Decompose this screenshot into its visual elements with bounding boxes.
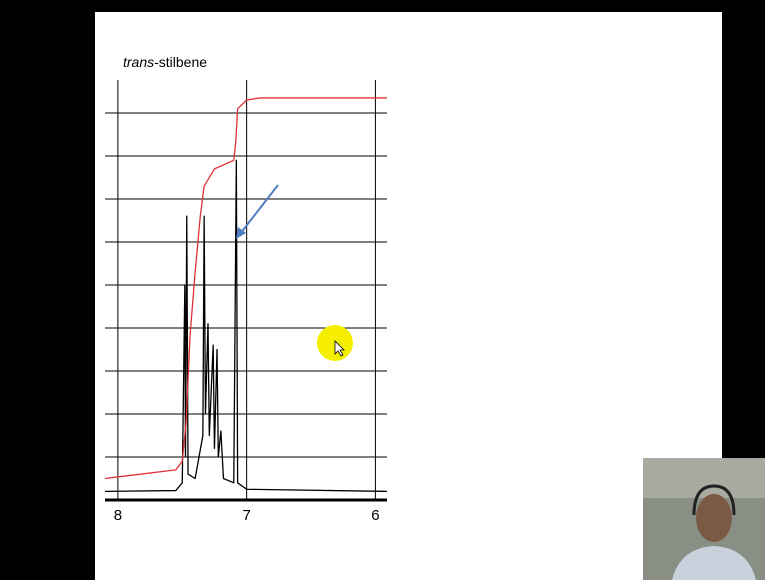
slide [95,12,722,580]
person-head [696,494,732,542]
title-rest: -stilbene [154,54,207,70]
x-tick-label: 6 [371,507,379,524]
title-italic: trans [123,54,154,70]
screen: trans-stilbene 8 7 6 [0,0,765,580]
chart-title: trans-stilbene [123,54,207,70]
webcam [643,458,765,580]
x-tick-label: 7 [242,507,250,524]
x-tick-label: 8 [114,507,122,524]
page: trans-stilbene 876 (() => { const data =… [0,0,765,580]
webcam-wall [643,458,765,498]
